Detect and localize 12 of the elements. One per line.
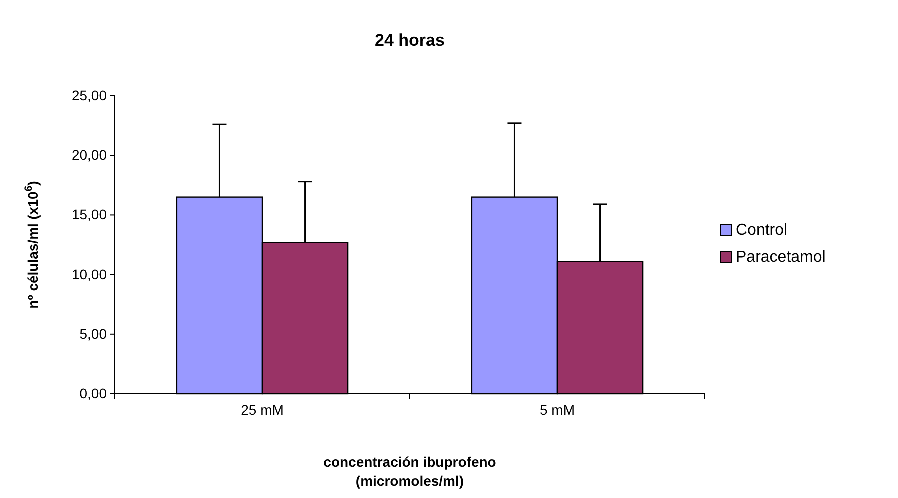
x-tick-label: 5 mM (540, 402, 575, 418)
y-tick-label: 25,00 (72, 87, 108, 104)
y-tick-label: 0,00 (80, 385, 108, 402)
y-tick-label: 15,00 (72, 206, 108, 223)
y-tick-label: 5,00 (80, 326, 108, 342)
legend-label: Paracetamol (736, 249, 826, 266)
legend-label: Control (736, 222, 788, 239)
y-tick-label: 10,00 (72, 266, 108, 282)
x-axis-title: concentración ibuprofeno (micromoles/ml) (324, 454, 496, 489)
x-tick-label: 25 mM (241, 402, 284, 418)
y-tick-label: 20,00 (72, 147, 108, 164)
chart-title: 24 horas (375, 31, 445, 50)
